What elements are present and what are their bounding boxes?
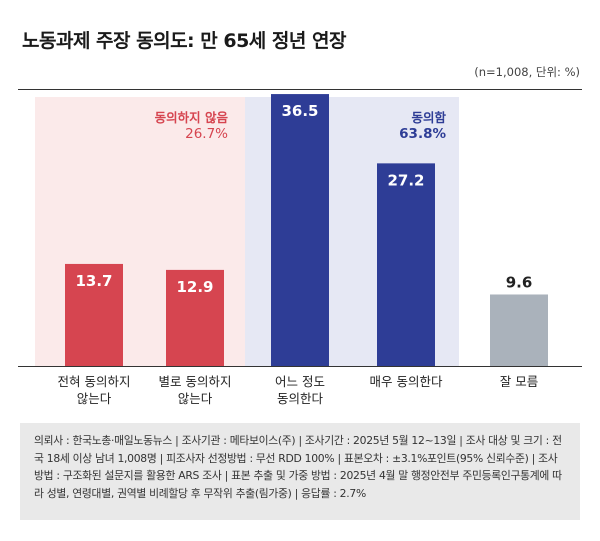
category-label-line: 어느 정도 <box>275 374 325 389</box>
survey-footer: 의뢰사 : 한국노총·매일노동뉴스 | 조사기관 : 메타보이스(주) | 조사… <box>20 423 580 520</box>
category-label-line: 별로 동의하지 <box>158 374 232 389</box>
category-label-4: 매우 동의한다 <box>351 373 461 390</box>
bar-chart: 13.7 12.9 36.5 27.2 9.6 <box>65 94 548 366</box>
bar-value-2: 12.9 <box>176 278 213 296</box>
agree-group-pct: 63.8% <box>399 126 446 142</box>
category-label-line: 잘 모름 <box>499 374 539 389</box>
category-label-line: 전혀 동의하지 <box>57 374 131 389</box>
sample-note: (n=1,008, 단위: %) <box>474 65 580 79</box>
category-label-line: 동의한다 <box>276 391 323 406</box>
bar-value-4: 27.2 <box>387 171 424 189</box>
bar-1 <box>65 263 123 366</box>
category-label-line: 매우 동의한다 <box>369 374 443 389</box>
top-rule <box>18 89 582 90</box>
bar-2 <box>166 269 224 366</box>
disagree-group-pct: 26.7% <box>185 126 228 142</box>
agree-group-label: 동의함 <box>411 110 446 125</box>
category-label-5: 잘 모름 <box>464 373 574 390</box>
disagree-group-label: 동의하지 않음 <box>154 110 228 125</box>
bar-5 <box>490 294 548 366</box>
bar-value-1: 13.7 <box>75 272 112 290</box>
category-label-line: 않는다 <box>76 391 112 406</box>
category-label-line: 않는다 <box>177 391 213 406</box>
chart-title: 노동과제 주장 동의도: 만 65세 정년 연장 <box>22 30 346 52</box>
bar-value-3: 36.5 <box>281 102 318 120</box>
bar-4 <box>377 163 435 366</box>
baseline <box>18 366 582 367</box>
bar-value-5: 9.6 <box>506 273 533 291</box>
bar-3 <box>271 94 329 366</box>
